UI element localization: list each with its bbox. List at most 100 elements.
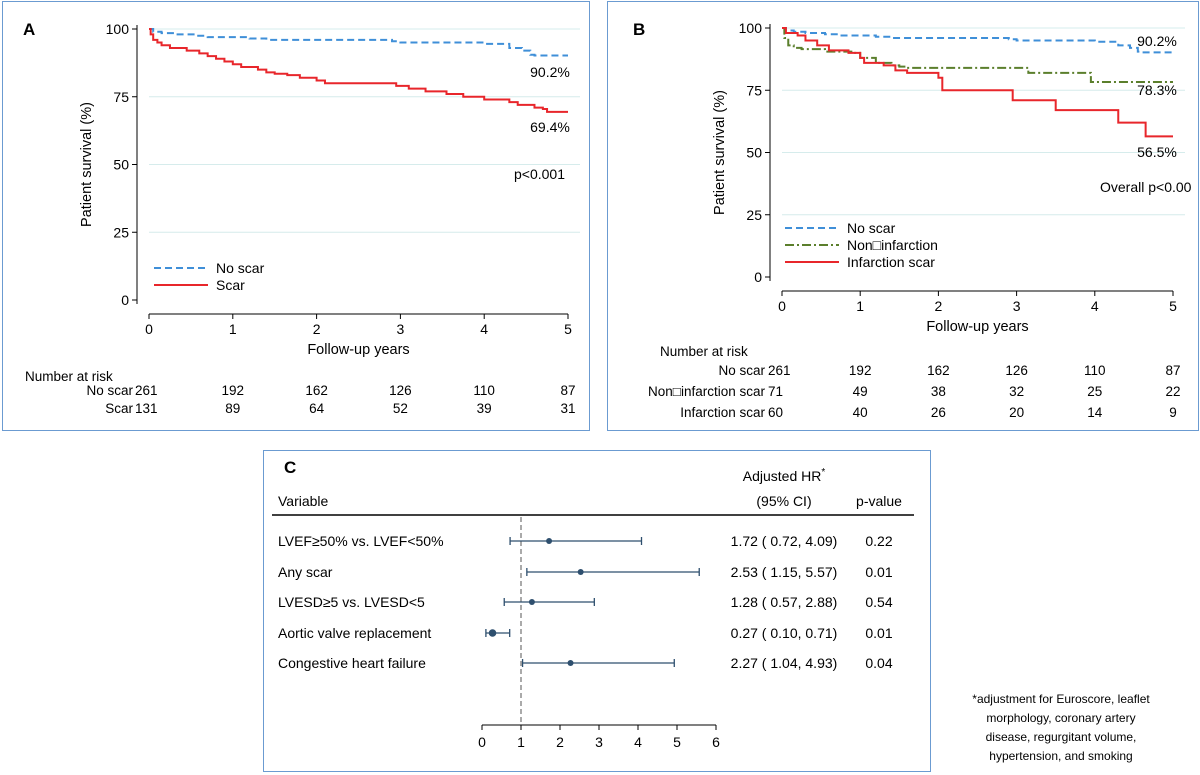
col-header-ci: (95% CI) bbox=[756, 493, 811, 509]
risk-value: 192 bbox=[222, 383, 245, 398]
x-axis-label: Follow-up years bbox=[926, 319, 1028, 335]
panel-b: B 0 25 50 75 100 0 1 2 3 4 5 Follow-up years Patient… bbox=[607, 1, 1199, 431]
risk-value: 87 bbox=[1165, 363, 1180, 378]
risk-row-label: No scar bbox=[86, 383, 133, 398]
risk-value: 31 bbox=[560, 401, 575, 416]
p-value-text: 0.22 bbox=[865, 533, 892, 549]
x-tick-label: 3 bbox=[397, 321, 405, 337]
series-end-label: 56.5% bbox=[1137, 144, 1177, 160]
forest-variable-label: LVEF≥50% vs. LVEF<50% bbox=[278, 533, 444, 549]
risk-value: 22 bbox=[1165, 384, 1180, 399]
risk-value: 261 bbox=[768, 363, 791, 378]
risk-row-label: Scar bbox=[105, 401, 133, 416]
x-tick-label: 0 bbox=[778, 298, 786, 314]
risk-value: 162 bbox=[305, 383, 328, 398]
risk-value: 9 bbox=[1169, 405, 1177, 420]
x-tick-label: 2 bbox=[313, 321, 321, 337]
legend-label: Non□infarction bbox=[847, 237, 938, 253]
risk-value: 38 bbox=[931, 384, 946, 399]
p-value-text: 0.01 bbox=[865, 625, 892, 641]
risk-value: 192 bbox=[849, 363, 872, 378]
panel-b-risk-title: Number at risk bbox=[660, 344, 748, 359]
series-end-label: 90.2% bbox=[1137, 33, 1177, 49]
legend-label: No scar bbox=[847, 220, 896, 236]
p-value-text: 0.01 bbox=[865, 564, 892, 580]
hr-ci-text: 0.27 ( 0.10, 0.71) bbox=[731, 625, 838, 641]
panel-c-letter: C bbox=[284, 458, 296, 477]
risk-value: 71 bbox=[768, 384, 783, 399]
forest-x-tick-label: 3 bbox=[595, 734, 603, 750]
risk-value: 20 bbox=[1009, 405, 1024, 420]
x-tick-label: 3 bbox=[1013, 298, 1021, 314]
forest-variable-label: Aortic valve replacement bbox=[278, 625, 431, 641]
col-header-hr-text: Adjusted HR bbox=[743, 468, 822, 484]
hr-ci-text: 2.27 ( 1.04, 4.93) bbox=[731, 655, 838, 671]
risk-value: 89 bbox=[225, 401, 240, 416]
risk-value: 261 bbox=[135, 383, 158, 398]
y-tick-label: 75 bbox=[746, 82, 762, 98]
risk-value: 110 bbox=[1084, 363, 1106, 378]
forest-x-tick-label: 5 bbox=[673, 734, 681, 750]
x-tick-label: 2 bbox=[935, 298, 943, 314]
x-tick-label: 1 bbox=[229, 321, 237, 337]
y-axis-label: Patient survival (%) bbox=[79, 102, 95, 227]
series-end-label: 78.3% bbox=[1137, 82, 1177, 98]
risk-value: 162 bbox=[927, 363, 950, 378]
panel-b-letter: B bbox=[633, 20, 645, 39]
forest-variable-label: Any scar bbox=[278, 564, 333, 580]
series-line-infarction-scar bbox=[782, 27, 1173, 138]
series-line-no-scar bbox=[782, 27, 1173, 54]
risk-value: 64 bbox=[309, 401, 325, 416]
risk-value: 40 bbox=[853, 405, 868, 420]
y-tick-label: 100 bbox=[739, 20, 763, 36]
hr-point bbox=[528, 599, 535, 605]
p-value-annotation: p<0.001 bbox=[514, 166, 565, 182]
y-tick-label: 25 bbox=[746, 207, 762, 223]
footnote-line-1: *adjustment for Euroscore, leaflet bbox=[972, 692, 1150, 706]
col-header-hr-marker: * bbox=[821, 467, 825, 478]
risk-value: 60 bbox=[768, 405, 783, 420]
forest-x-tick-label: 0 bbox=[478, 734, 486, 750]
forest-variable-label: LVESD≥5 vs. LVESD<5 bbox=[278, 594, 425, 610]
panel-c-chart: C Adjusted HR* Variable (95% CI) p-value… bbox=[272, 458, 914, 750]
hr-point bbox=[577, 569, 584, 575]
legend-label: No scar bbox=[216, 260, 265, 276]
series-line-no-scar bbox=[149, 28, 568, 57]
y-tick-label: 50 bbox=[746, 145, 762, 161]
hr-ci-text: 2.53 ( 1.15, 5.57) bbox=[731, 564, 838, 580]
series-end-label: 90.2% bbox=[530, 64, 570, 80]
panel-b-chart: B 0 25 50 75 100 0 1 2 3 4 5 Follow-up years Patient… bbox=[633, 20, 1192, 420]
y-axis-label: Patient survival (%) bbox=[712, 90, 728, 215]
panel-a-letter: A bbox=[23, 20, 35, 39]
forest-x-tick-label: 2 bbox=[556, 734, 564, 750]
footnote-line-3: disease, regurgitant volume, bbox=[986, 730, 1137, 744]
x-tick-label: 4 bbox=[1091, 298, 1099, 314]
footnote-line-2: morphology, coronary artery bbox=[986, 711, 1135, 725]
series-line-scar bbox=[149, 28, 568, 113]
y-tick-label: 100 bbox=[106, 21, 130, 37]
panel-a-chart: A 0 25 50 75 100 0 1 2 3 4 5 Follow-up years Patient… bbox=[23, 20, 580, 416]
y-tick-label: 0 bbox=[121, 292, 129, 308]
legend-label: Scar bbox=[216, 277, 245, 293]
p-value-text: 0.54 bbox=[865, 594, 892, 610]
hr-point bbox=[488, 629, 497, 637]
risk-value: 49 bbox=[853, 384, 868, 399]
legend-label: Infarction scar bbox=[847, 254, 935, 270]
col-header-pvalue: p-value bbox=[856, 493, 902, 509]
forest-x-tick-label: 6 bbox=[712, 734, 720, 750]
hr-ci-text: 1.72 ( 0.72, 4.09) bbox=[731, 533, 838, 549]
risk-value: 32 bbox=[1009, 384, 1024, 399]
footnote-line-4: hypertension, and smoking bbox=[989, 749, 1132, 763]
risk-value: 39 bbox=[477, 401, 492, 416]
x-tick-label: 5 bbox=[564, 321, 572, 337]
risk-row-label: No scar bbox=[718, 363, 765, 378]
risk-value: 25 bbox=[1087, 384, 1102, 399]
y-tick-label: 75 bbox=[113, 89, 129, 105]
risk-value: 126 bbox=[389, 383, 412, 398]
x-tick-label: 0 bbox=[145, 321, 153, 337]
risk-value: 14 bbox=[1087, 405, 1103, 420]
panel-a: A 0 25 50 75 100 0 1 2 3 4 5 Follow-up years Patient… bbox=[2, 1, 590, 431]
col-header-hr: Adjusted HR* bbox=[743, 467, 826, 484]
y-tick-label: 50 bbox=[113, 157, 129, 173]
hr-ci-text: 1.28 ( 0.57, 2.88) bbox=[731, 594, 838, 610]
